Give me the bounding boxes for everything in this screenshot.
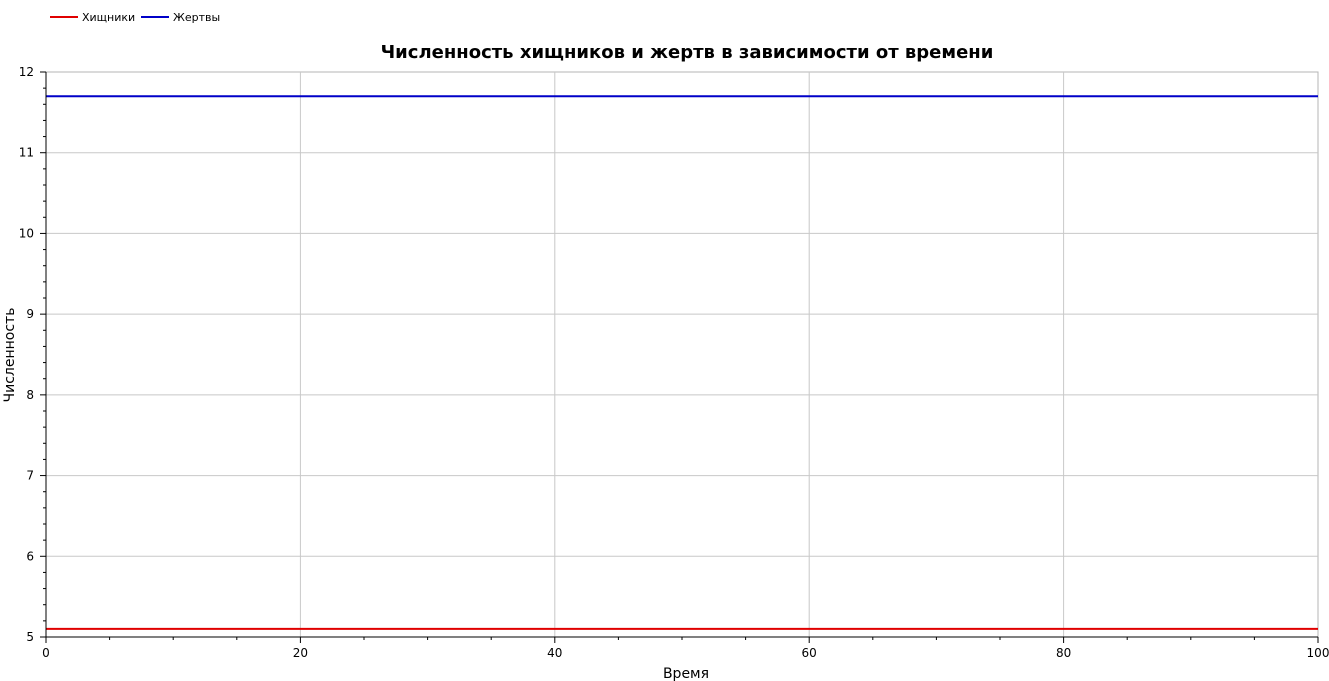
gridlines: [46, 72, 1318, 637]
x-tick-label: 40: [547, 646, 562, 660]
legend: Хищники Жертвы: [50, 11, 220, 24]
y-tick-label: 6: [26, 549, 34, 563]
legend-label-prey: Жертвы: [173, 11, 220, 24]
y-tick-label: 10: [19, 226, 34, 240]
series-lines: [46, 95, 1318, 630]
y-axis-label: Численность: [2, 308, 18, 403]
x-tick-label: 20: [293, 646, 308, 660]
y-tick-label: 12: [19, 65, 34, 79]
x-tick-label: 0: [42, 646, 50, 660]
y-tick-label: 9: [26, 307, 34, 321]
legend-entry-predators[interactable]: Хищники: [50, 11, 135, 24]
y-tick-label: 8: [26, 388, 34, 402]
y-tick-label: 5: [26, 630, 34, 644]
legend-label-predators: Хищники: [82, 11, 135, 24]
legend-entry-prey[interactable]: Жертвы: [141, 11, 220, 24]
y-tick-label: 11: [19, 146, 34, 160]
plot-area: [45, 71, 1319, 638]
x-tick-label: 100: [1307, 646, 1329, 660]
x-tick-label: 60: [802, 646, 817, 660]
x-axis-label: Время: [663, 666, 709, 681]
x-tick-label: 80: [1056, 646, 1071, 660]
y-tick-label: 7: [26, 469, 34, 483]
axis-ticks: 0 20 40 60 80 100 5 6 7 8 9 10 11 12: [19, 65, 1329, 660]
chart-title: Численность хищников и жертв в зависимос…: [381, 42, 994, 63]
